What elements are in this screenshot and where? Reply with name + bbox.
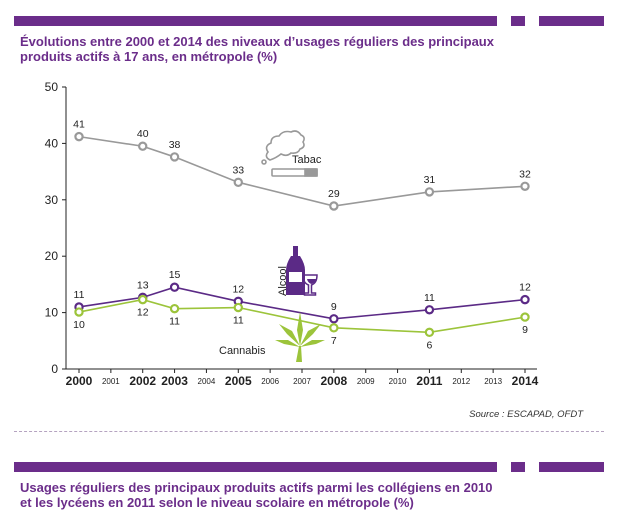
alcool-data-label: 15 <box>169 269 181 281</box>
tabac-data-label: 41 <box>73 119 85 131</box>
header-bar-short <box>539 16 604 26</box>
cannabis-point <box>138 294 148 305</box>
x-tick-label: 2003 <box>161 374 188 388</box>
y-axis: 0 10 20 30 40 50 <box>45 80 67 376</box>
tabac-data-label: 31 <box>424 174 436 186</box>
x-tick-label: 2012 <box>452 377 470 386</box>
chart-title-line1: Évolutions entre 2000 et 2014 des niveau… <box>20 34 494 49</box>
x-tick-label: 2000 <box>66 374 93 388</box>
x-tick-label: 2002 <box>129 374 156 388</box>
tabac-point <box>329 201 339 211</box>
alcool-data-label: 11 <box>424 292 435 304</box>
alcool-point <box>329 314 339 324</box>
tabac-data-label: 29 <box>328 188 340 200</box>
tabac-label: Tabac <box>292 154 322 166</box>
x-tick-label: 2008 <box>321 374 348 388</box>
x-tick-label: 2014 <box>512 374 539 388</box>
x-tick-label: 2009 <box>357 377 375 386</box>
next-chart-title-line1: Usages réguliers des principaux produits… <box>20 480 493 495</box>
tabac-data-label: 33 <box>232 164 244 176</box>
alcool-data-label: 13 <box>137 279 149 291</box>
cannabis-point <box>169 303 180 314</box>
cannabis-point <box>424 327 435 338</box>
header-bar-long <box>14 16 497 26</box>
cannabis-point <box>520 312 530 322</box>
line-chart: 0 10 20 30 40 50 2000 2001 2002 2003 2004 2005 2006… <box>45 80 539 388</box>
tabac-point <box>138 141 148 151</box>
section-bar-short <box>539 462 604 472</box>
cannabis-data-label: 11 <box>169 316 180 328</box>
tabac-data-label: 38 <box>169 139 181 151</box>
alcool-point <box>424 305 435 315</box>
alcool-data-label: 12 <box>232 283 244 295</box>
x-tick-label: 2010 <box>389 377 407 386</box>
y-tick-label: 10 <box>45 306 59 320</box>
chart-title-line2: produits actifs à 17 ans, en métropole (… <box>20 49 278 64</box>
y-tick-label: 20 <box>45 249 59 263</box>
section-color-bar <box>14 462 604 472</box>
chart-title: Évolutions entre 2000 et 2014 des niveau… <box>20 34 610 64</box>
x-tick-label: 2013 <box>484 377 502 386</box>
x-tick-label: 2004 <box>198 377 216 386</box>
tabac-point <box>74 131 84 142</box>
alcool-point <box>169 282 180 292</box>
x-tick-label: 2005 <box>225 374 252 388</box>
alcool-data-label: 9 <box>331 301 337 313</box>
header-color-bar <box>14 16 604 26</box>
y-tick-label: 40 <box>45 136 59 150</box>
y-tick-label: 30 <box>45 193 59 207</box>
cannabis-data-label: 11 <box>233 315 244 327</box>
x-tick-label: 2001 <box>102 377 120 386</box>
tabac-icon <box>261 130 318 177</box>
next-chart-title-line2: et les lycéens en 2011 selon le niveau s… <box>20 495 414 510</box>
cannabis-label: Cannabis <box>219 345 266 357</box>
alcool-data-label: 12 <box>519 282 531 294</box>
section-divider <box>14 431 604 432</box>
x-tick-label: 2011 <box>416 374 442 388</box>
cannabis-icon <box>275 312 325 362</box>
tabac-point <box>169 152 180 162</box>
x-tick-label: 2006 <box>261 377 279 386</box>
alcool-data-label: 11 <box>74 289 85 301</box>
section-bar-square <box>511 462 525 472</box>
header-bar-square <box>511 16 525 26</box>
y-tick-label: 0 <box>51 362 58 376</box>
source-note: Source : ESCAPAD, OFDT <box>469 409 583 420</box>
cannabis-point <box>329 323 339 333</box>
tabac-point <box>520 181 530 191</box>
section-bar-long <box>14 462 497 472</box>
y-tick-label: 50 <box>45 80 59 94</box>
x-axis: 2000 2001 2002 2003 2004 2005 2006 2007 2008 2009… <box>66 368 539 388</box>
next-chart-title: Usages réguliers des principaux produits… <box>20 480 610 510</box>
alcool-label: Alcool <box>277 266 289 296</box>
series-layer: 41 40 38 33 29 31 32 11 13 15 12 9 11 12 10 12 11 11 7 6 9 <box>73 119 531 352</box>
cannabis-point <box>74 307 84 317</box>
cannabis-data-label: 7 <box>331 335 337 347</box>
cannabis-data-label: 6 <box>427 339 433 351</box>
cannabis-point <box>233 302 243 313</box>
alcool-icon <box>286 246 318 296</box>
cannabis-data-label: 9 <box>522 324 528 336</box>
tabac-point <box>424 187 435 197</box>
tabac-data-label: 40 <box>137 128 149 140</box>
alcool-point <box>520 294 530 305</box>
cannabis-data-label: 10 <box>73 319 85 331</box>
tabac-point <box>233 177 243 188</box>
x-tick-label: 2007 <box>293 377 311 386</box>
cannabis-data-label: 12 <box>137 307 149 319</box>
tabac-data-label: 32 <box>519 168 531 180</box>
